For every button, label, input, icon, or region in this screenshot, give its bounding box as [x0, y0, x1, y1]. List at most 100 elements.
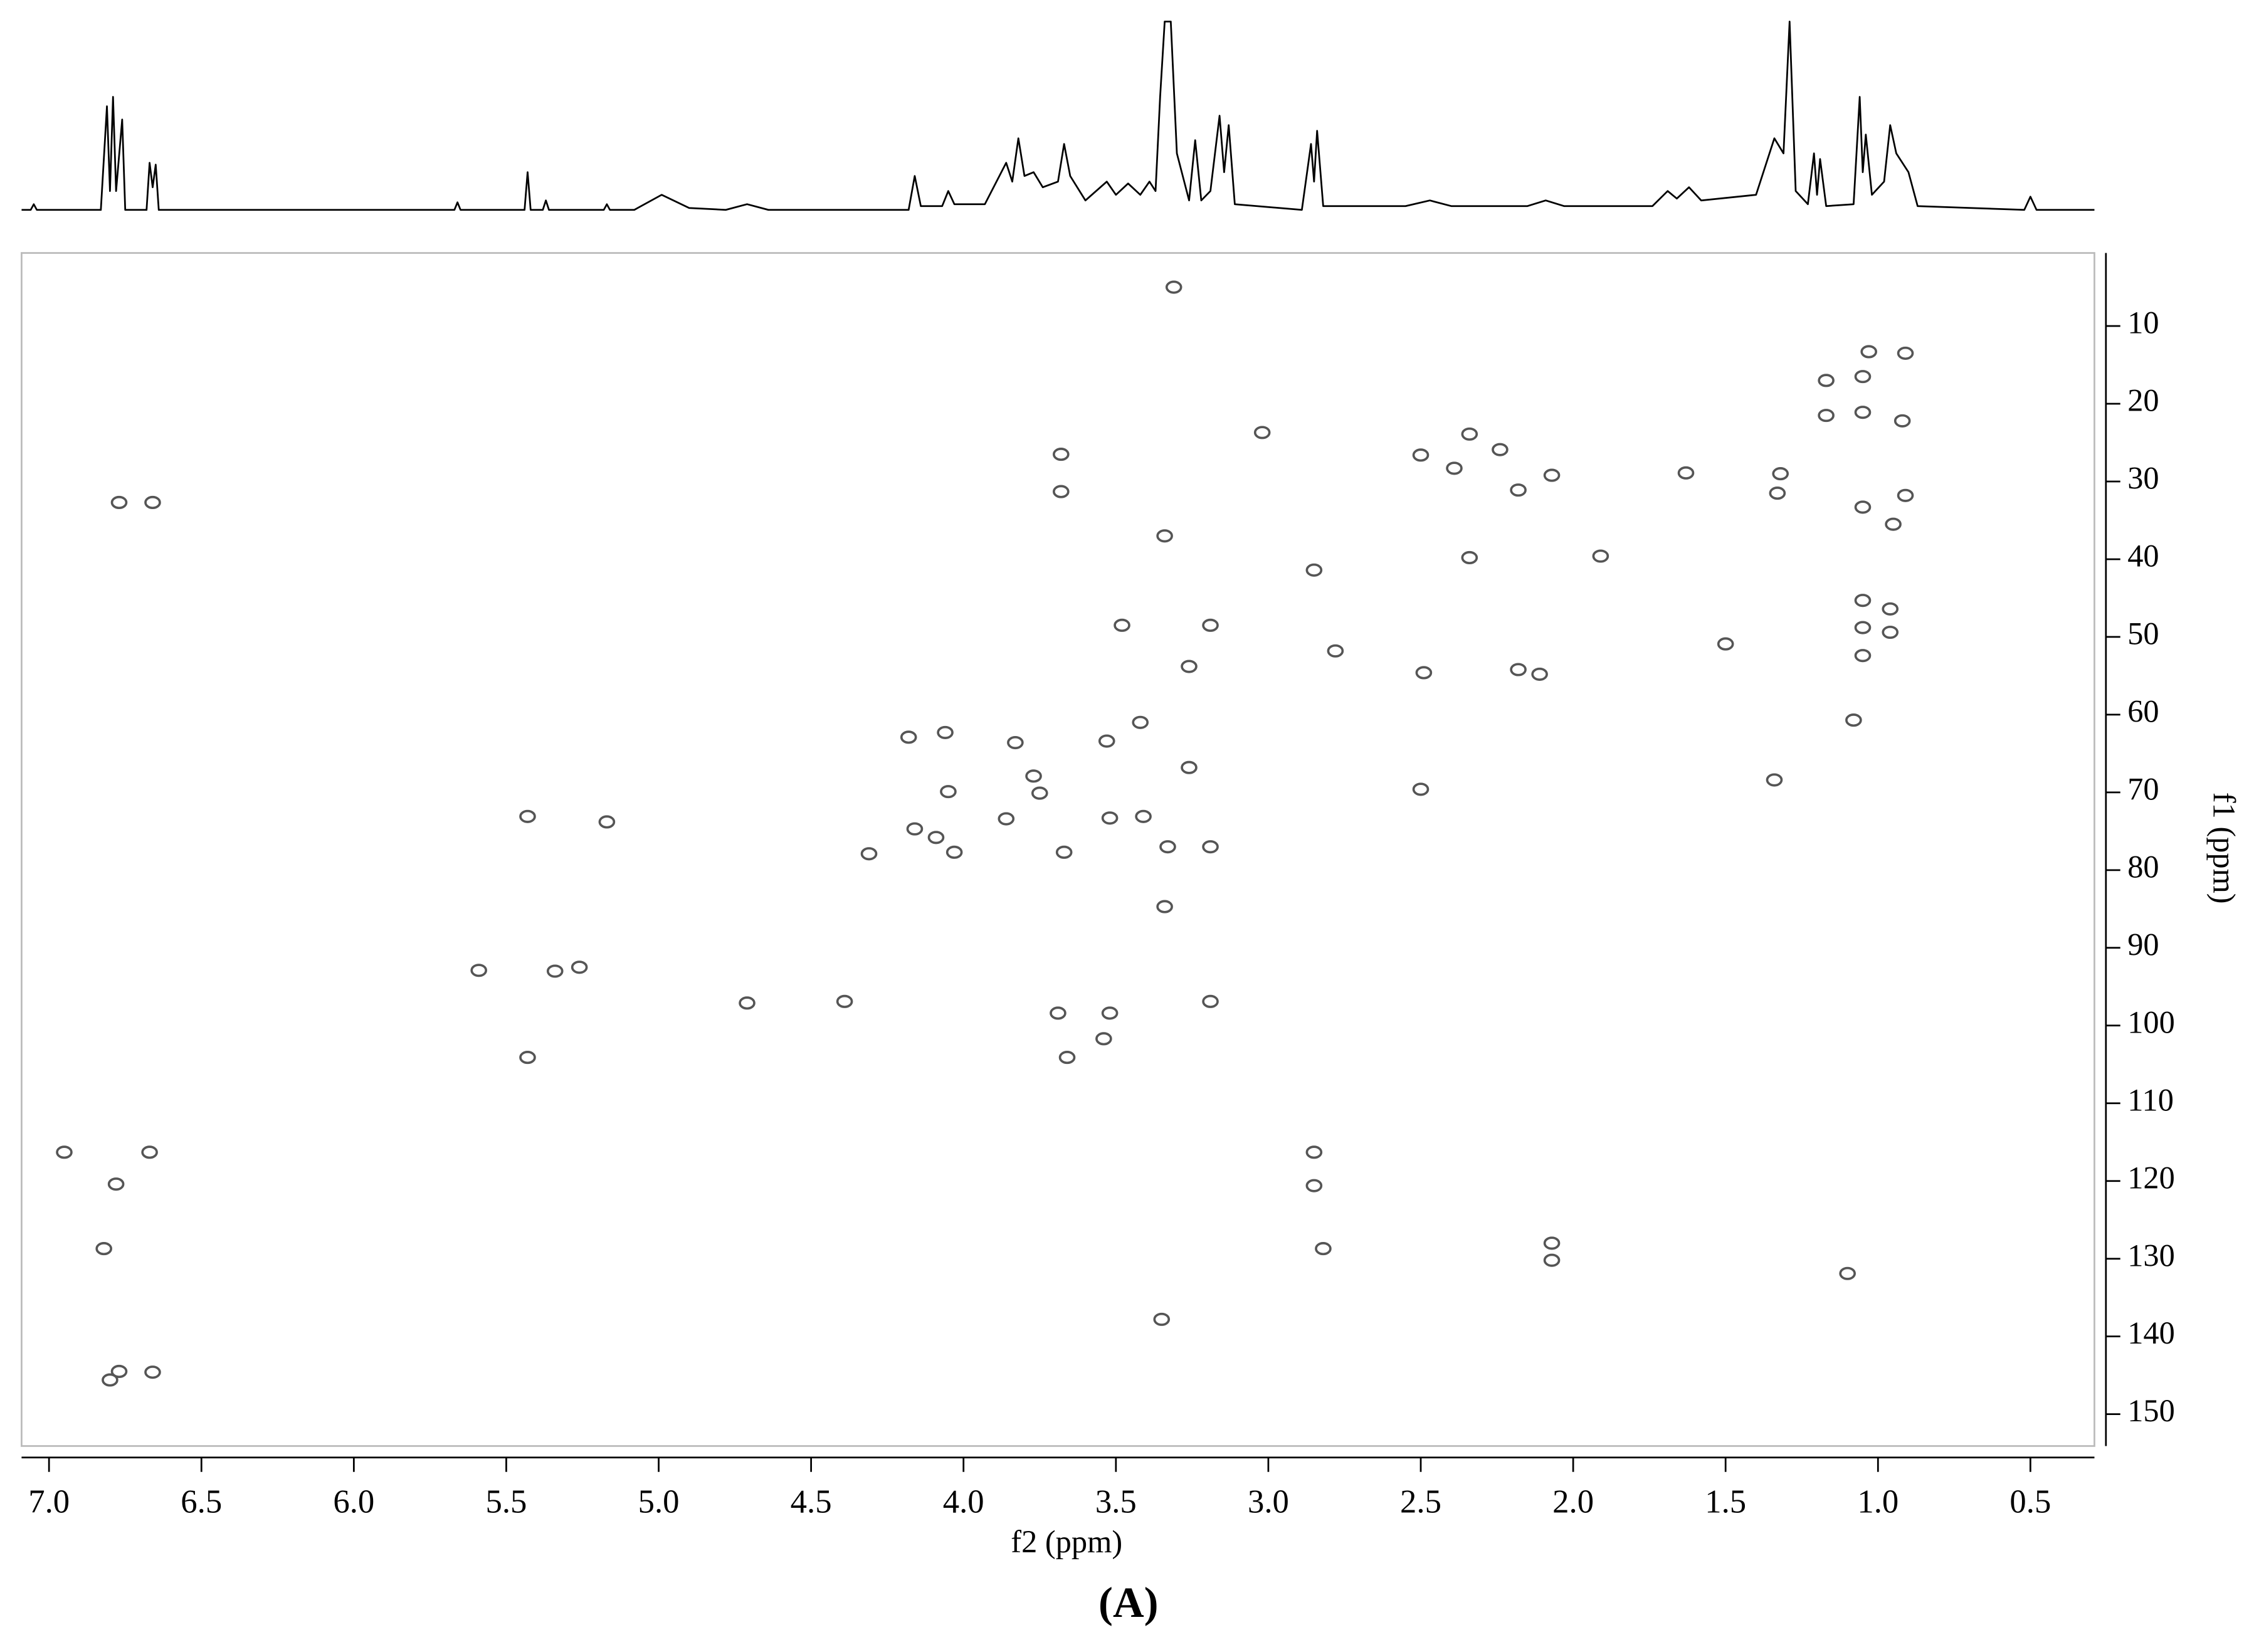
caption: (A): [1098, 1579, 1158, 1626]
cross-peak: [1461, 550, 1478, 565]
cross-peak: [1510, 483, 1527, 497]
cross-peak: [1305, 563, 1323, 577]
cross-peak: [1860, 345, 1878, 359]
cross-peak: [1461, 427, 1478, 441]
cross-peak: [906, 822, 924, 836]
cross-peak: [110, 1364, 128, 1378]
y-tick-label: 50: [2127, 616, 2159, 651]
cross-peak: [519, 809, 536, 823]
y-tick-label: 100: [2127, 1004, 2175, 1039]
cross-peak: [1114, 618, 1130, 632]
cross-peak: [141, 1145, 158, 1159]
cross-peak: [1305, 1179, 1323, 1192]
cross-peak: [110, 495, 128, 510]
y-axis-label: f1 (ppm): [2207, 792, 2242, 904]
cross-peak: [107, 1177, 125, 1191]
y-tick-label: 90: [2127, 927, 2159, 962]
cross-peak: [1159, 840, 1176, 854]
cross-peak: [1153, 1312, 1171, 1326]
cross-peak: [1135, 809, 1152, 823]
cross-peak: [1315, 1242, 1332, 1256]
cross-peak: [1098, 734, 1115, 748]
x-tick-label: 4.0: [943, 1484, 984, 1520]
cross-peak: [1854, 500, 1872, 514]
cross-peak: [1181, 660, 1198, 673]
cross-peak: [1253, 426, 1271, 439]
cross-peak: [1854, 594, 1872, 608]
cross-peak: [1101, 1006, 1119, 1020]
y-tick-label: 10: [2127, 305, 2159, 340]
cross-peak: [860, 847, 878, 861]
cross-peak: [900, 730, 917, 744]
cross-peak: [998, 812, 1015, 826]
x-tick-label: 1.0: [1857, 1484, 1899, 1520]
cross-peak: [1202, 840, 1219, 854]
cross-peak: [1025, 769, 1042, 783]
cross-peak: [1769, 487, 1786, 500]
cross-peak: [571, 960, 588, 974]
cross-peak: [1845, 713, 1862, 727]
cross-peak: [1007, 735, 1024, 750]
cross-peak: [1854, 406, 1872, 419]
cross-peak: [1818, 409, 1835, 423]
y-tick-label: 40: [2127, 539, 2159, 574]
x-tick-label: 2.0: [1552, 1484, 1594, 1520]
cross-peak: [1893, 414, 1911, 428]
cross-peak: [1181, 760, 1198, 774]
cross-peak: [1854, 649, 1872, 663]
cross-peak: [1592, 549, 1609, 563]
x-tick-label: 3.5: [1095, 1484, 1137, 1520]
x-axis-label: f2 (ppm): [1011, 1524, 1122, 1559]
cross-peak: [1053, 485, 1070, 498]
x-tick-label: 7.0: [28, 1484, 70, 1520]
x-tick-label: 5.0: [638, 1484, 680, 1520]
cross-peak: [144, 495, 161, 510]
cross-peak: [1543, 1253, 1561, 1267]
cross-peak: [1492, 443, 1509, 456]
cross-peak: [546, 964, 564, 978]
y-tick-label: 110: [2127, 1082, 2174, 1117]
cross-peak: [1677, 466, 1695, 480]
cross-peak: [1415, 666, 1433, 680]
cross-peak: [1882, 625, 1899, 639]
cross-peak: [1717, 637, 1734, 651]
cross-peak: [1839, 1266, 1856, 1280]
x-tick-label: 6.5: [181, 1484, 222, 1520]
x-tick-label: 1.5: [1705, 1484, 1746, 1520]
x-tick-label: 0.5: [2009, 1484, 2051, 1520]
cross-peak: [937, 725, 954, 739]
cross-peak: [1446, 461, 1463, 475]
y-tick-label: 60: [2127, 693, 2159, 729]
cross-peak: [1202, 994, 1219, 1008]
cross-peak: [1327, 644, 1344, 658]
cross-peak: [1156, 900, 1173, 913]
cross-peak: [1854, 370, 1872, 384]
cross-peak: [1156, 529, 1173, 543]
cross-peak: [1202, 618, 1219, 632]
x-tick-label: 5.5: [485, 1484, 527, 1520]
cross-peak: [739, 996, 756, 1010]
x-tick-label: 2.5: [1400, 1484, 1441, 1520]
y-tick-label: 30: [2127, 461, 2159, 496]
cross-peak: [1305, 1145, 1323, 1159]
cross-peak: [1854, 621, 1872, 634]
cross-peak: [927, 831, 945, 844]
cross-peak: [1772, 467, 1789, 481]
cross-peak: [598, 815, 616, 829]
y-tick-label: 150: [2127, 1393, 2175, 1428]
cross-peak: [144, 1365, 161, 1379]
cross-peak: [1055, 845, 1073, 859]
cross-peak: [1031, 786, 1048, 800]
cross-peak: [1050, 1006, 1066, 1020]
y-tick-label: 70: [2127, 771, 2159, 806]
cross-peak: [1897, 346, 1914, 360]
cross-peak: [1818, 374, 1835, 387]
cross-peak: [56, 1145, 73, 1159]
cross-peak: [1412, 448, 1430, 462]
cross-peak: [945, 845, 963, 859]
cross-peak: [940, 785, 957, 799]
cross-peak: [1882, 602, 1899, 616]
y-tick-label: 130: [2127, 1238, 2175, 1273]
cross-peak: [95, 1242, 112, 1256]
